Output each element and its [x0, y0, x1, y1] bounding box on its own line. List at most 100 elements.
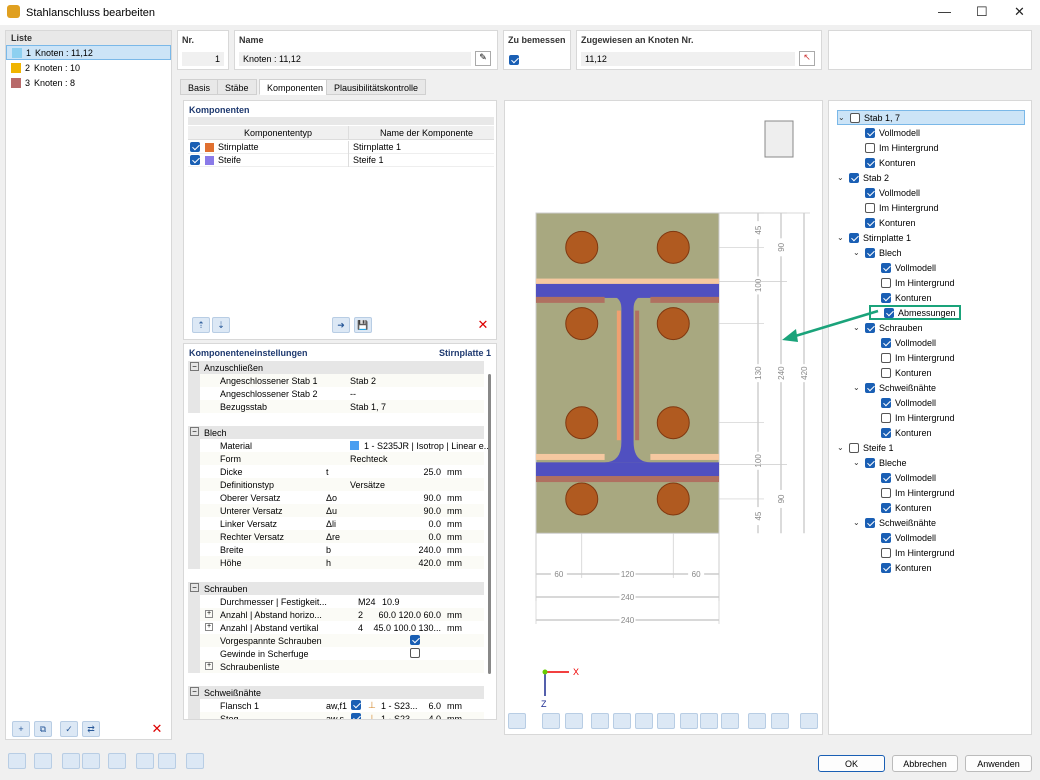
tree-item[interactable]: ⌄ Schweißnähte	[853, 515, 936, 530]
check-all-icon[interactable]: ✓	[60, 721, 78, 737]
view-neg-y-icon[interactable]	[613, 713, 631, 729]
property-value-2[interactable]: 45.0 100.0 130...	[373, 622, 441, 633]
collapse-icon[interactable]: −	[190, 583, 199, 592]
tree-checkbox[interactable]	[881, 412, 891, 423]
tree-item[interactable]: ⌄ Schrauben	[853, 320, 923, 335]
expand-chevron-icon[interactable]: ⌄	[837, 443, 844, 452]
view-options-icon[interactable]	[565, 713, 583, 729]
property-checkbox[interactable]	[410, 635, 420, 645]
property-value[interactable]: 6.0	[428, 700, 441, 711]
property-value[interactable]: 240.0	[418, 544, 441, 555]
tree-item[interactable]: ⌄ Schweißnähte	[853, 380, 936, 395]
tree-item[interactable]: ⌄ Steife 1	[837, 440, 894, 455]
property-row[interactable]: + Anzahl | Abstand vertikal 4 45.0 100.0 13…	[188, 621, 484, 634]
property-row[interactable]: Linker Versatz Δli 0.0 mm	[188, 517, 484, 530]
export-icon[interactable]	[748, 713, 766, 729]
tree-checkbox[interactable]	[865, 247, 875, 258]
tree-checkbox[interactable]	[881, 367, 891, 378]
tree-checkbox[interactable]	[865, 157, 875, 168]
tree-checkbox[interactable]	[865, 517, 875, 528]
property-value[interactable]: 1 - S235JR | Isotrop | Linear e...	[364, 440, 492, 451]
tree-item[interactable]: Konturen	[853, 155, 916, 170]
tree-item[interactable]: Konturen	[869, 365, 932, 380]
property-value[interactable]: 2	[358, 609, 364, 620]
property-row[interactable]: Höhe h 420.0 mm	[188, 556, 484, 569]
property-row[interactable]: Flansch 1 aw,f1 ⊥ 1 - S23... 6.0 mm	[188, 699, 484, 712]
property-row[interactable]: Form Rechteck	[188, 452, 484, 465]
property-value[interactable]: M24	[358, 596, 376, 607]
name-field[interactable]: Knoten : 11,12	[239, 52, 471, 66]
property-row[interactable]: Rechter Versatz Δre 0.0 mm	[188, 530, 484, 543]
tab-plausibilitätskontrolle[interactable]: Plausibilitätskontrolle	[326, 79, 427, 95]
view-x-icon[interactable]	[591, 713, 609, 729]
pick-node-icon[interactable]: ↖	[799, 51, 815, 66]
tree-checkbox[interactable]	[881, 262, 891, 273]
property-value[interactable]: 90.0	[423, 505, 441, 516]
display-icon[interactable]	[82, 753, 100, 769]
expand-chevron-icon[interactable]: ⌄	[837, 233, 844, 242]
tree-item[interactable]: Vollmodell	[869, 470, 936, 485]
section-blech[interactable]: − Blech	[188, 426, 484, 439]
apply-button[interactable]: Anwenden	[965, 755, 1032, 772]
tree-checkbox[interactable]	[881, 472, 891, 483]
tree-checkbox[interactable]	[881, 292, 891, 303]
expand-chevron-icon[interactable]: ⌄	[853, 248, 860, 257]
transparency-icon[interactable]	[700, 713, 718, 729]
settings-scrollbar[interactable]	[488, 374, 491, 674]
tree-item[interactable]: Konturen	[869, 425, 932, 440]
weld-checkbox[interactable]	[351, 713, 361, 719]
save-icon[interactable]: 💾	[354, 317, 372, 333]
design-checkbox[interactable]	[509, 54, 519, 65]
print-icon[interactable]	[721, 713, 739, 729]
property-value[interactable]: 4.0	[428, 713, 441, 720]
property-value[interactable]: 0.0	[428, 531, 441, 542]
property-row[interactable]: Definitionstyp Versätze	[188, 478, 484, 491]
property-value[interactable]: 90.0	[423, 492, 441, 503]
tree-checkbox[interactable]	[865, 322, 875, 333]
property-row[interactable]: Steg aw,s ⊥ 1 - S23... 4.0 mm	[188, 712, 484, 720]
maximize-button[interactable]: ☐	[976, 4, 988, 19]
tab-stäbe[interactable]: Stäbe	[217, 79, 257, 95]
model-a-icon[interactable]	[136, 753, 154, 769]
delete-icon[interactable]: ✕	[148, 721, 166, 737]
component-checkbox[interactable]	[190, 142, 200, 152]
tree-checkbox[interactable]	[881, 502, 891, 513]
collapse-icon[interactable]: −	[190, 687, 199, 696]
tree-checkbox[interactable]	[881, 277, 891, 288]
tree-item[interactable]: ⌄ Stab 2	[837, 170, 889, 185]
section-schweißnähte[interactable]: − Schweißnähte	[188, 686, 484, 699]
component-row[interactable]: Stirnplatte Stirnplatte 1	[188, 141, 494, 154]
tree-checkbox[interactable]	[881, 487, 891, 498]
property-row[interactable]: Bezugsstab Stab 1, 7	[188, 400, 484, 413]
list-item[interactable]: 3 Knoten : 8	[6, 75, 171, 90]
zoom-cancel-icon[interactable]	[771, 713, 789, 729]
tree-item[interactable]: ⌄ Stab 1, 7	[837, 110, 1025, 125]
expand-icon[interactable]: +	[205, 623, 213, 631]
tree-item[interactable]: Konturen	[869, 500, 932, 515]
tree-checkbox[interactable]	[884, 307, 894, 318]
tree-item[interactable]: Vollmodell	[869, 530, 936, 545]
property-row[interactable]: Angeschlossener Stab 2 --	[188, 387, 484, 400]
property-value-2[interactable]: 60.0 120.0 60.0	[378, 609, 441, 620]
model-b-icon[interactable]	[158, 753, 176, 769]
color-icon[interactable]	[62, 753, 80, 769]
tree-checkbox[interactable]	[881, 352, 891, 363]
tree-item[interactable]: Vollmodell	[853, 125, 920, 140]
tree-item[interactable]: Im Hintergrund	[869, 545, 955, 560]
component-checkbox[interactable]	[190, 155, 200, 165]
property-value[interactable]: 0.0	[428, 518, 441, 529]
property-row[interactable]: Oberer Versatz Δo 90.0 mm	[188, 491, 484, 504]
tree-checkbox[interactable]	[865, 382, 875, 393]
property-value[interactable]: 25.0	[423, 466, 441, 477]
list-item[interactable]: 1 Knoten : 11,12	[6, 45, 171, 60]
weld-checkbox[interactable]	[351, 700, 361, 710]
move-up-icon[interactable]: ⇡	[192, 317, 210, 333]
property-value[interactable]: 420.0	[418, 557, 441, 568]
tree-item[interactable]: Im Hintergrund	[853, 140, 939, 155]
collapse-icon[interactable]: −	[190, 362, 199, 371]
collapse-icon[interactable]: −	[190, 427, 199, 436]
tree-checkbox[interactable]	[865, 187, 875, 198]
delete-component-icon[interactable]: ✕	[474, 317, 492, 333]
tree-checkbox[interactable]	[881, 397, 891, 408]
tree-item[interactable]: Im Hintergrund	[853, 200, 939, 215]
